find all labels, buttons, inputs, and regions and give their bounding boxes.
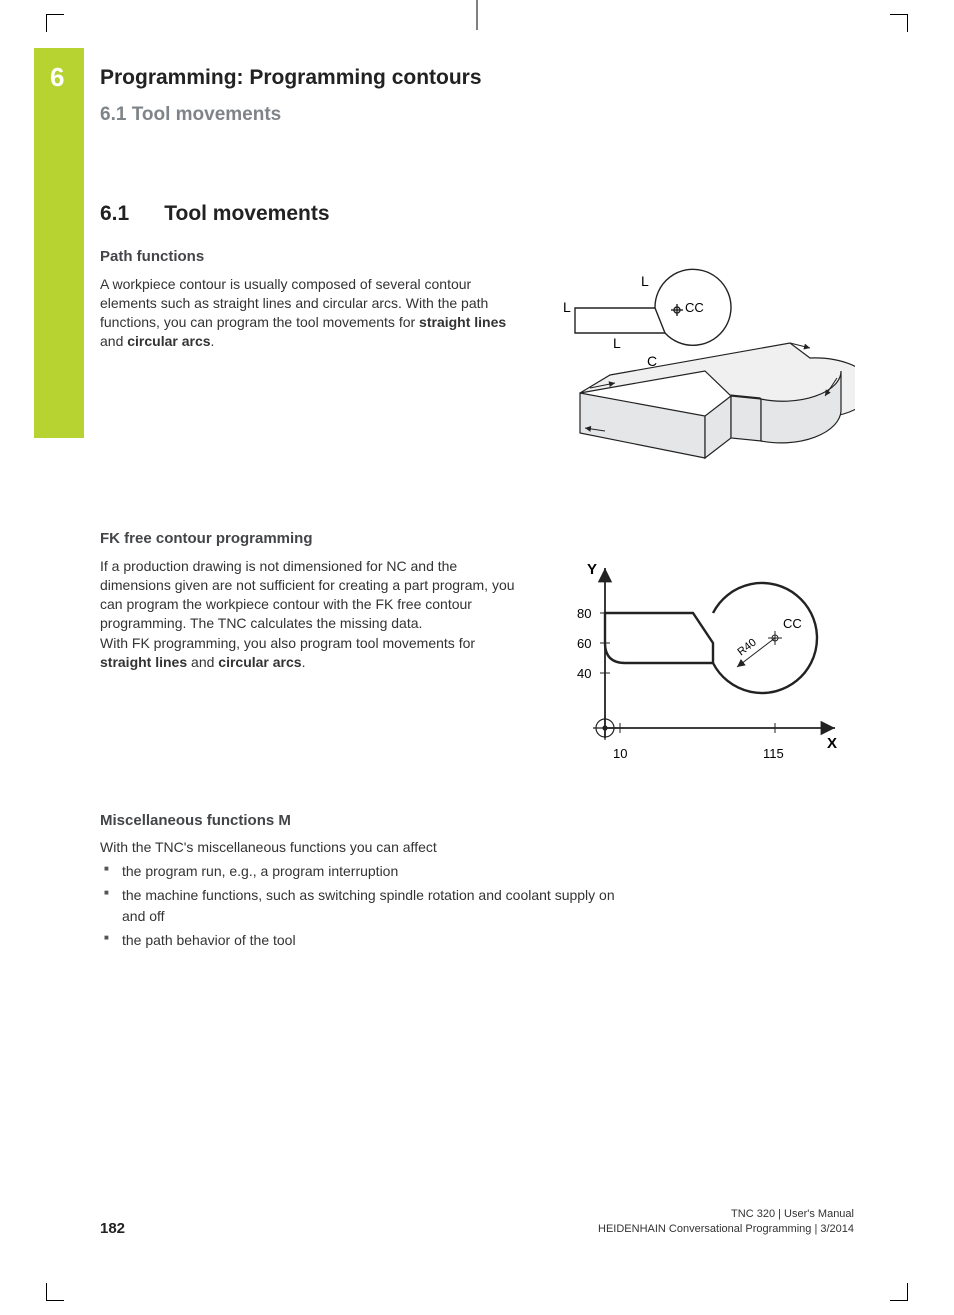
list-item: the path behavior of the tool — [100, 930, 620, 952]
subheading-fk: FK free contour programming — [100, 530, 313, 547]
footer-line2: HEIDENHAIN Conversational Programming | … — [598, 1223, 854, 1235]
text: . — [302, 654, 306, 670]
text: and — [100, 333, 127, 349]
label-L: L — [563, 299, 571, 315]
footer-line1: TNC 320 | User's Manual — [731, 1208, 854, 1220]
chapter-title: Programming: Programming contours — [100, 66, 482, 90]
label-R40: R40 — [735, 636, 758, 658]
xtick: 115 — [763, 746, 784, 761]
ytick: 80 — [577, 606, 591, 621]
ytick: 40 — [577, 666, 591, 681]
chapter-number: 6 — [50, 62, 64, 93]
axis-x-label: X — [827, 735, 837, 752]
subheading-path-functions: Path functions — [100, 248, 204, 265]
section-running-head: 6.1 Tool movements — [100, 104, 281, 126]
label-C: C — [647, 353, 657, 369]
ytick: 60 — [577, 636, 591, 651]
page-number: 182 — [100, 1220, 125, 1237]
crop-mark — [46, 1283, 64, 1301]
paragraph: A workpiece contour is usually composed … — [100, 275, 520, 351]
crop-mark — [890, 1283, 908, 1301]
text: . — [211, 333, 215, 349]
xtick: 10 — [613, 746, 627, 761]
bullet-list: the program run, e.g., a program interru… — [100, 861, 620, 954]
label-L: L — [641, 273, 649, 289]
subheading-m-functions: Miscellaneous functions M — [100, 812, 291, 829]
section-heading: 6.1 Tool movements — [100, 202, 330, 226]
paragraph: If a production drawing is not dimension… — [100, 557, 520, 633]
section-title: Tool movements — [164, 202, 329, 225]
bold-text: straight lines — [419, 314, 506, 330]
list-item: the machine functions, such as switching… — [100, 885, 620, 928]
paragraph: With FK programming, you also program to… — [100, 634, 520, 672]
bold-text: circular arcs — [218, 654, 301, 670]
crop-mark — [890, 14, 908, 32]
label-CC: CC — [783, 616, 802, 631]
bold-text: straight lines — [100, 654, 187, 670]
paragraph: With the TNC's miscellaneous functions y… — [100, 838, 620, 857]
label-L: L — [613, 335, 621, 351]
crop-mark — [477, 0, 478, 30]
section-number: 6.1 — [100, 202, 129, 225]
text: With FK programming, you also program to… — [100, 635, 475, 651]
list-item: the program run, e.g., a program interru… — [100, 861, 620, 883]
label-CC: CC — [685, 300, 704, 315]
footer-doc-info: TNC 320 | User's Manual HEIDENHAIN Conve… — [598, 1207, 854, 1237]
figure-3d-contour: L L L C CC — [555, 268, 855, 498]
text: and — [187, 654, 218, 670]
crop-mark — [46, 14, 64, 32]
chapter-tab — [34, 48, 84, 438]
axis-y-label: Y — [587, 561, 597, 578]
figure-2d-dimensioned: X Y 80 60 40 10 115 CC R40 — [555, 558, 855, 778]
bold-text: circular arcs — [127, 333, 210, 349]
